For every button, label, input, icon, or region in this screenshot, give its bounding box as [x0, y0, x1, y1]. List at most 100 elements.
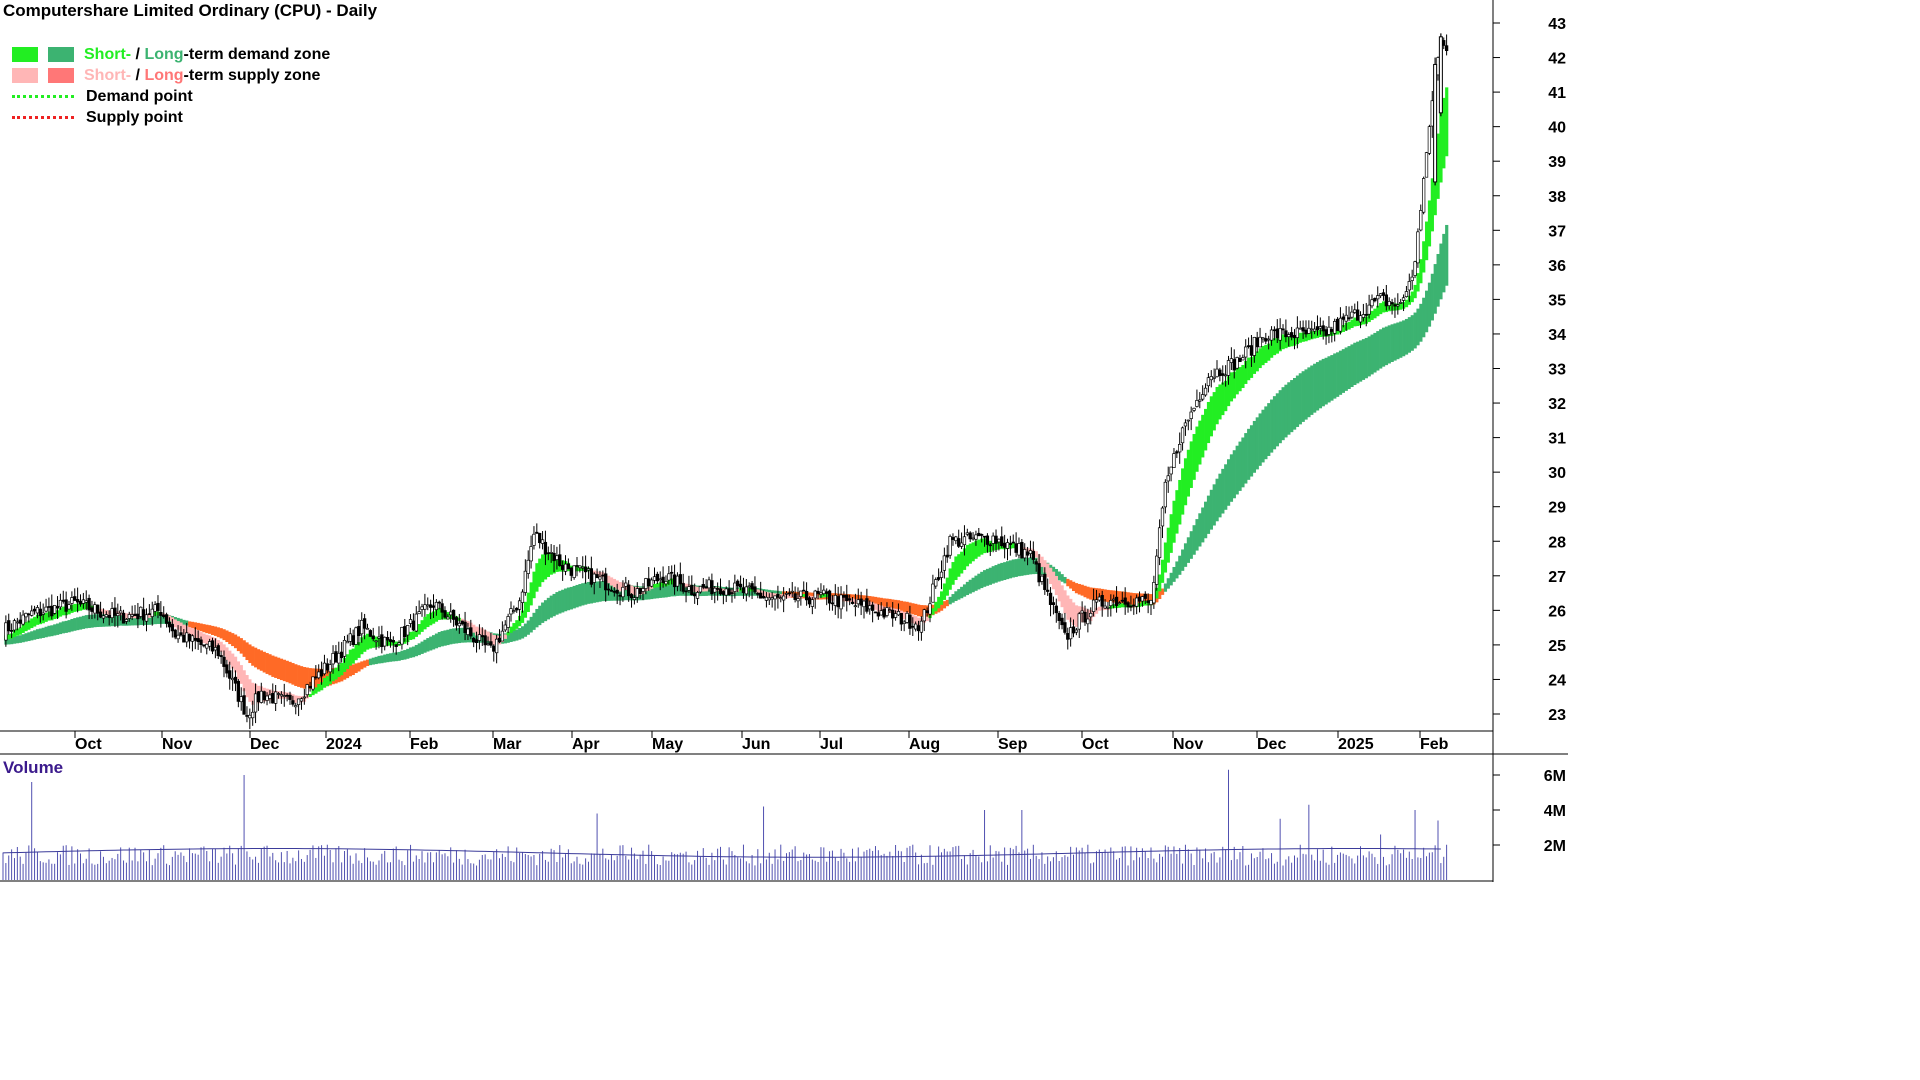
- long-zone-slice: [1074, 583, 1079, 594]
- volume-tick-label: 2M: [1544, 838, 1566, 855]
- candle-body: [1212, 376, 1216, 379]
- long-zone-slice: [279, 658, 284, 681]
- candle-body: [245, 715, 249, 717]
- candle-body: [190, 635, 195, 642]
- long-zone-slice: [1241, 437, 1245, 488]
- short-zone-slice: [1445, 87, 1449, 157]
- long-zone-slice: [902, 601, 906, 612]
- long-zone-slice: [472, 629, 476, 643]
- long-zone-slice: [1390, 324, 1394, 362]
- candle-body: [701, 584, 705, 588]
- candle-body: [664, 581, 668, 585]
- short-zone-slice: [414, 627, 418, 637]
- long-zone-slice: [357, 662, 361, 672]
- candle-body: [1438, 36, 1443, 114]
- long-zone-slice: [1204, 501, 1208, 539]
- candle-body: [176, 634, 180, 640]
- long-zone-slice: [518, 628, 522, 640]
- candle-body: [411, 620, 416, 631]
- long-zone-slice: [1324, 357, 1328, 405]
- candle-body: [761, 595, 766, 599]
- short-zone-slice: [1206, 401, 1211, 444]
- candle-body: [738, 583, 743, 588]
- candle-body: [1367, 304, 1371, 315]
- candle-body: [67, 604, 71, 610]
- candle-body: [1344, 314, 1348, 322]
- candle-body: [44, 606, 48, 612]
- candle-body: [515, 607, 519, 611]
- candle-body: [807, 597, 812, 605]
- long-zone-slice: [41, 627, 45, 638]
- short-zone-slice: [460, 618, 464, 622]
- short-zone-slice: [980, 538, 984, 555]
- candle-body: [1350, 311, 1354, 318]
- long-zone-slice: [957, 589, 961, 600]
- candle-body: [4, 622, 8, 641]
- short-zone-slice: [1419, 259, 1423, 284]
- candle-body: [385, 637, 390, 641]
- candle-body: [994, 535, 998, 544]
- candle-body: [543, 541, 548, 555]
- candle-body: [595, 574, 599, 579]
- long-zone-slice: [1252, 420, 1257, 473]
- short-zone-slice: [696, 586, 700, 593]
- long-zone-slice: [1261, 409, 1265, 463]
- short-zone-slice: [1097, 606, 1102, 611]
- candle-body: [1221, 373, 1225, 376]
- long-zone-slice: [53, 624, 57, 636]
- candle-body: [1046, 589, 1050, 592]
- long-zone-slice: [506, 632, 510, 643]
- short-zone-slice: [609, 577, 614, 586]
- month-label: Dec: [1257, 736, 1286, 753]
- short-zone-slice: [512, 623, 516, 631]
- price-tick-label: 38: [1548, 189, 1566, 206]
- long-zone-slice: [1298, 373, 1302, 425]
- month-label: Nov: [1173, 736, 1203, 753]
- candle-body: [868, 605, 872, 610]
- candle-body: [790, 590, 794, 593]
- short-zone-slice: [1011, 542, 1015, 549]
- short-zone-slice: [1195, 426, 1199, 472]
- long-zone-slice: [196, 622, 200, 631]
- long-zone-slice: [1350, 344, 1354, 388]
- candle-body: [210, 640, 215, 652]
- candle-body: [1384, 294, 1388, 307]
- candle-body: [1376, 295, 1380, 300]
- candle-body: [1304, 329, 1308, 335]
- long-zone-slice: [1206, 495, 1211, 534]
- long-zone-slice: [1376, 331, 1380, 371]
- long-zone-slice: [888, 598, 892, 609]
- candle-body: [779, 597, 783, 600]
- candle-body: [1100, 595, 1104, 607]
- candle-body: [225, 664, 229, 674]
- short-zone-slice: [73, 603, 77, 612]
- axes: 23 24 25 26 27 28 29 30 31 32 33 34 35 36 37 38 39 40 41 42…: [0, 0, 1568, 882]
- legend-demand-point: Demand point: [12, 86, 330, 107]
- short-zone-slice: [190, 627, 195, 638]
- candle-body: [311, 676, 315, 690]
- candle-body: [678, 574, 682, 585]
- candle-body: [428, 604, 433, 608]
- candle-body: [477, 634, 482, 641]
- short-zone-slice: [15, 628, 20, 636]
- long-zone-slice: [871, 596, 875, 606]
- long-zone-slice: [647, 586, 651, 600]
- candle-body: [331, 653, 335, 665]
- long-zone-slice: [242, 640, 246, 657]
- long-zone-slice: [239, 638, 243, 654]
- long-zone-slice: [569, 586, 573, 610]
- long-zone-slice: [56, 623, 60, 635]
- volume-tick-label: 4M: [1544, 803, 1566, 820]
- long-zone-slice: [205, 624, 209, 634]
- candle-body: [891, 609, 895, 619]
- long-zone-slice: [44, 626, 48, 638]
- long-zone-slice: [894, 599, 898, 610]
- long-zone-slice: [739, 587, 743, 596]
- candle-body: [457, 622, 461, 627]
- long-zone-slice: [523, 623, 528, 637]
- candle-body: [819, 592, 823, 595]
- price-tick-label: 29: [1548, 500, 1566, 517]
- candle-body: [942, 555, 947, 571]
- short-zone-slice: [873, 603, 878, 610]
- long-zone-slice: [1221, 468, 1225, 514]
